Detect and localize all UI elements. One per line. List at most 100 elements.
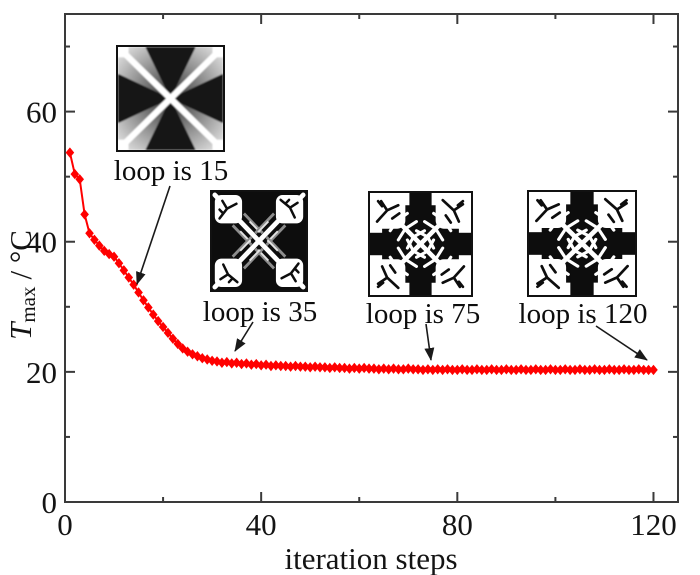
inset-image-loop-15 (116, 45, 225, 152)
data-marker (418, 364, 428, 376)
data-marker (158, 321, 168, 333)
data-marker (310, 361, 320, 372)
data-marker (600, 364, 609, 376)
data-marker (472, 364, 482, 375)
topology-snapshot-loop-35-icon (212, 192, 306, 290)
data-marker (70, 168, 80, 180)
data-marker (511, 364, 521, 376)
topology-snapshot-loop-75-icon (370, 193, 471, 295)
data-marker (649, 364, 658, 376)
data-marker (124, 272, 134, 283)
data-marker (516, 364, 526, 375)
x-axis-label: iteration steps (284, 541, 458, 575)
data-marker (168, 333, 178, 344)
data-marker (531, 364, 541, 375)
data-marker (629, 364, 639, 376)
data-marker (163, 327, 173, 339)
data-marker (482, 364, 492, 376)
data-marker (585, 364, 595, 376)
data-marker (261, 359, 271, 370)
inset-label-loop-75: loop is 75 (365, 298, 481, 330)
data-marker (634, 364, 644, 375)
data-marker (315, 362, 325, 373)
data-marker (217, 357, 227, 368)
data-marker (296, 361, 305, 372)
inset-image-loop-120 (527, 190, 637, 297)
data-marker (286, 361, 295, 372)
data-marker (467, 364, 477, 376)
data-marker (526, 364, 536, 376)
data-marker (502, 364, 511, 375)
inset-label-loop-15: loop is 15 (113, 155, 229, 187)
data-marker (345, 363, 354, 374)
data-marker (394, 364, 403, 375)
data-marker (90, 234, 99, 245)
data-marker (521, 364, 531, 376)
topology-snapshot-loop-120-icon (529, 192, 635, 295)
y-axis-label-symbol: T (3, 322, 38, 340)
data-marker (119, 265, 129, 276)
data-marker (178, 343, 187, 354)
data-marker (80, 209, 89, 220)
data-marker (448, 364, 457, 376)
data-marker (428, 364, 438, 376)
data-marker (590, 364, 599, 375)
data-marker (129, 279, 138, 290)
data-marker (153, 315, 163, 327)
data-marker (506, 364, 516, 376)
data-marker (139, 295, 148, 306)
data-marker (580, 364, 590, 376)
data-marker (438, 364, 447, 376)
y-axis-label-subscript: max (15, 286, 40, 323)
y-axis-label: Tmax / °C (3, 185, 40, 385)
x-tick-label: 40 (246, 507, 277, 542)
data-marker (389, 363, 398, 374)
data-marker (605, 364, 614, 375)
data-marker (364, 363, 374, 374)
data-marker (536, 364, 545, 376)
data-marker (413, 364, 423, 375)
data-marker (320, 362, 330, 373)
data-marker (276, 360, 286, 372)
data-marker (379, 363, 389, 374)
data-marker (281, 360, 290, 372)
data-marker (271, 360, 281, 371)
data-marker (457, 364, 467, 375)
data-marker (551, 364, 560, 376)
data-marker (399, 364, 408, 375)
data-marker (556, 364, 565, 376)
y-tick-label: 0 (42, 485, 58, 520)
data-marker (300, 361, 310, 372)
data-marker (237, 358, 246, 370)
data-marker (443, 364, 452, 375)
data-marker (639, 364, 648, 376)
data-marker (477, 364, 487, 376)
data-marker (173, 338, 183, 350)
data-marker (546, 364, 555, 375)
data-marker (227, 358, 237, 369)
y-tick-label: 60 (26, 95, 57, 130)
data-marker (570, 364, 580, 376)
data-marker (114, 258, 124, 269)
data-marker (462, 364, 472, 376)
data-marker (325, 362, 335, 374)
data-marker (232, 357, 241, 368)
data-marker (614, 364, 624, 376)
x-tick-label: 80 (442, 507, 473, 542)
data-marker (330, 362, 340, 373)
data-marker (644, 364, 653, 376)
data-marker (565, 364, 575, 376)
data-marker (354, 363, 364, 374)
x-tick-label: 0 (57, 507, 73, 542)
data-marker (305, 362, 315, 373)
data-marker (560, 364, 570, 375)
data-marker (212, 356, 222, 367)
data-marker (433, 364, 443, 375)
data-marker (65, 147, 75, 158)
y-tick-label: 40 (26, 225, 57, 260)
data-marker (453, 364, 462, 376)
data-marker (384, 364, 393, 375)
data-marker (403, 363, 413, 374)
y-axis-label-unit: / °C (3, 230, 38, 280)
